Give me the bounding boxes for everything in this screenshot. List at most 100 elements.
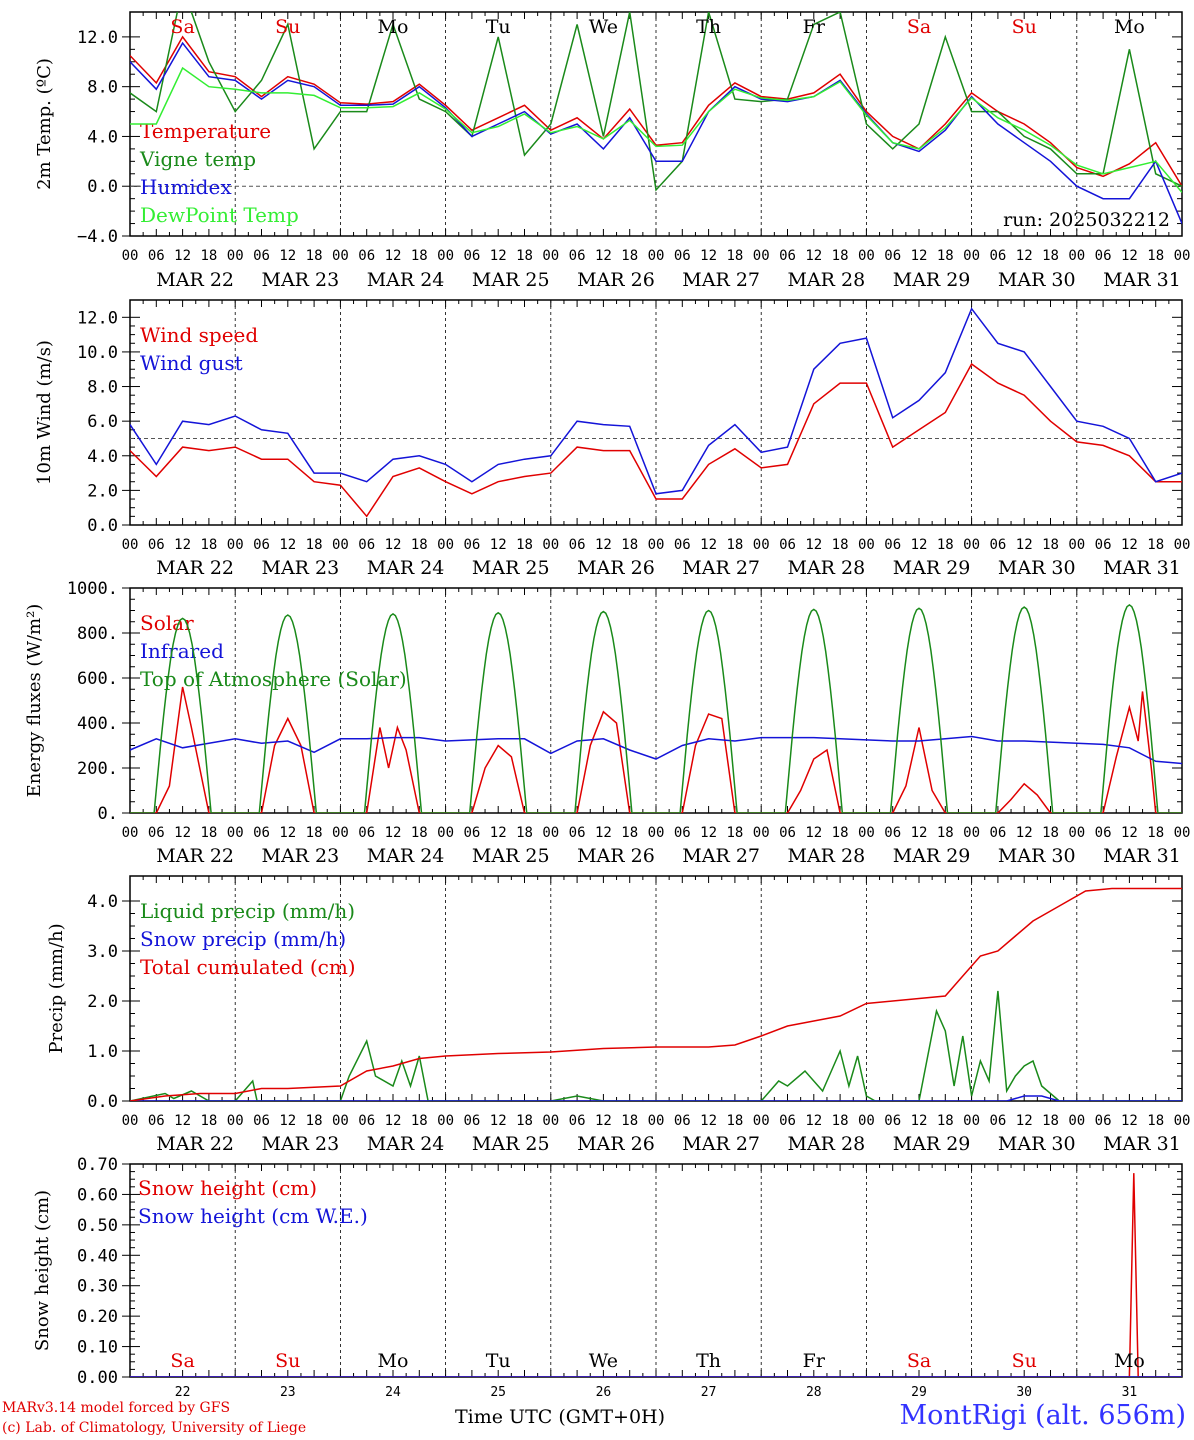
hour-tick-label: 06 bbox=[674, 248, 691, 264]
y-tick-label: 0.30 bbox=[77, 1277, 118, 1297]
y-tick-label: 2.0 bbox=[87, 481, 118, 501]
hour-tick-label: 00 bbox=[542, 537, 559, 553]
hour-tick-label: 00 bbox=[227, 1113, 244, 1129]
hour-tick-label: 06 bbox=[253, 825, 270, 841]
plot-frame bbox=[129, 299, 1183, 526]
hour-tick-label: 12 bbox=[174, 825, 191, 841]
hour-tick-label: 00 bbox=[437, 1113, 454, 1129]
hour-tick-label: 06 bbox=[1095, 1113, 1112, 1129]
hour-tick-label: 12 bbox=[279, 248, 296, 264]
panel-2: 0.0 2.0 4.0 6.0 8.0 10.0 12.0 10m Wind (m/s) Win… bbox=[34, 299, 1190, 579]
day-abbr-label: Su bbox=[275, 16, 300, 38]
hour-tick-label: 00 bbox=[437, 248, 454, 264]
legend-entry: Infrared bbox=[140, 639, 224, 663]
hour-tick-label: 12 bbox=[174, 248, 191, 264]
hour-tick-label: 12 bbox=[1016, 248, 1033, 264]
hour-tick-label: 12 bbox=[1121, 537, 1138, 553]
hour-tick-label: 00 bbox=[122, 537, 139, 553]
date-label: MAR 31 bbox=[1103, 269, 1181, 291]
run-annotation: run: 2025032212 bbox=[1003, 209, 1170, 231]
date-label: MAR 27 bbox=[682, 557, 760, 579]
hour-tick-label: 18 bbox=[832, 537, 849, 553]
hour-tick-label: 06 bbox=[674, 825, 691, 841]
legend-entry: Temperature bbox=[140, 119, 271, 143]
hour-tick-label: 12 bbox=[911, 825, 928, 841]
series-line-dewpoint-temp bbox=[130, 66, 1182, 193]
y-tick-label: 4.0 bbox=[87, 892, 118, 912]
hour-tick-label: 18 bbox=[937, 248, 954, 264]
hour-tick-label: 12 bbox=[490, 825, 507, 841]
series-line-temperature bbox=[130, 35, 1182, 187]
hour-tick-label: 18 bbox=[1147, 825, 1164, 841]
hour-tick-label: 06 bbox=[569, 537, 586, 553]
hour-tick-label: 18 bbox=[832, 1113, 849, 1129]
panel-4: 0.0 1.0 2.0 3.0 4.0 Precip (mm/h) Liquid preci… bbox=[46, 875, 1190, 1155]
day-number-label: 29 bbox=[911, 1385, 927, 1400]
hour-tick-label: 06 bbox=[358, 248, 375, 264]
y-axis-label: 2m Temp. (ºC) bbox=[34, 58, 55, 190]
hour-tick-label: 12 bbox=[385, 537, 402, 553]
y-tick-label: 200. bbox=[77, 759, 118, 779]
series-line-solar bbox=[130, 686, 1182, 813]
y-tick-label: 0.0 bbox=[87, 1092, 118, 1112]
date-label: MAR 30 bbox=[998, 1133, 1076, 1155]
day-abbr-label: Su bbox=[1012, 16, 1037, 38]
hour-tick-label: 00 bbox=[1068, 248, 1085, 264]
hour-tick-label: 06 bbox=[779, 248, 796, 264]
plot-frame bbox=[129, 587, 1183, 814]
date-label: MAR 25 bbox=[472, 1133, 550, 1155]
legend-entry: Snow precip (mm/h) bbox=[140, 927, 346, 951]
hour-tick-label: 00 bbox=[227, 537, 244, 553]
hour-tick-label: 12 bbox=[595, 248, 612, 264]
y-tick-label: 1.0 bbox=[87, 1042, 118, 1062]
legend-entry: Snow height (cm) bbox=[138, 1176, 317, 1200]
legend-entry: Snow height (cm W.E.) bbox=[138, 1204, 368, 1228]
day-abbr-label: We bbox=[589, 1350, 618, 1372]
model-credit: MARv3.14 model forced by GFS bbox=[2, 1400, 231, 1416]
hour-tick-label: 12 bbox=[595, 537, 612, 553]
hour-tick-label: 18 bbox=[516, 1113, 533, 1129]
day-abbr-label: Su bbox=[275, 1350, 300, 1372]
y-tick-label: 600. bbox=[77, 669, 118, 689]
hour-tick-label: 00 bbox=[437, 825, 454, 841]
day-abbr-label: Mo bbox=[378, 16, 409, 38]
legend-entry: Wind speed bbox=[140, 323, 258, 347]
hour-tick-label: 00 bbox=[332, 537, 349, 553]
hour-tick-label: 18 bbox=[306, 825, 323, 841]
hour-tick-label: 00 bbox=[648, 1113, 665, 1129]
hour-tick-label: 12 bbox=[805, 1113, 822, 1129]
y-tick-label: 8.0 bbox=[87, 378, 118, 398]
hour-tick-label: 00 bbox=[648, 825, 665, 841]
day-abbr-label: Th bbox=[696, 1350, 721, 1372]
hour-tick-label: 12 bbox=[385, 1113, 402, 1129]
date-label: MAR 29 bbox=[893, 269, 971, 291]
date-label: MAR 27 bbox=[682, 269, 760, 291]
y-tick-label: 0.0 bbox=[87, 177, 118, 197]
hour-tick-label: 00 bbox=[648, 248, 665, 264]
hour-tick-label: 00 bbox=[437, 537, 454, 553]
hour-tick-label: 00 bbox=[332, 248, 349, 264]
hour-tick-label: 00 bbox=[1068, 825, 1085, 841]
hour-tick-label: 06 bbox=[148, 1113, 165, 1129]
hour-tick-label: 00 bbox=[858, 825, 875, 841]
hour-tick-label: 00 bbox=[1068, 1113, 1085, 1129]
hour-tick-label: 18 bbox=[200, 248, 217, 264]
hour-tick-label: 06 bbox=[358, 825, 375, 841]
hour-tick-label: 12 bbox=[595, 1113, 612, 1129]
hour-tick-label: 06 bbox=[358, 1113, 375, 1129]
y-tick-label: 8.0 bbox=[87, 78, 118, 98]
series-line-vigne-temp bbox=[130, 12, 1182, 192]
hour-tick-label: 00 bbox=[1068, 537, 1085, 553]
date-label: MAR 30 bbox=[998, 269, 1076, 291]
hour-tick-label: 00 bbox=[648, 537, 665, 553]
day-abbr-label: Tu bbox=[486, 16, 511, 38]
hour-tick-label: 06 bbox=[779, 1113, 796, 1129]
hour-tick-label: 18 bbox=[306, 248, 323, 264]
hour-tick-label: 00 bbox=[1174, 825, 1191, 841]
legend-entry: DewPoint Temp bbox=[140, 203, 299, 227]
hour-tick-label: 12 bbox=[1121, 1113, 1138, 1129]
hour-tick-label: 00 bbox=[122, 825, 139, 841]
y-axis-label: Precip (mm/h) bbox=[46, 923, 67, 1053]
day-abbr-label: Th bbox=[696, 16, 721, 38]
y-tick-label: 400. bbox=[77, 714, 118, 734]
